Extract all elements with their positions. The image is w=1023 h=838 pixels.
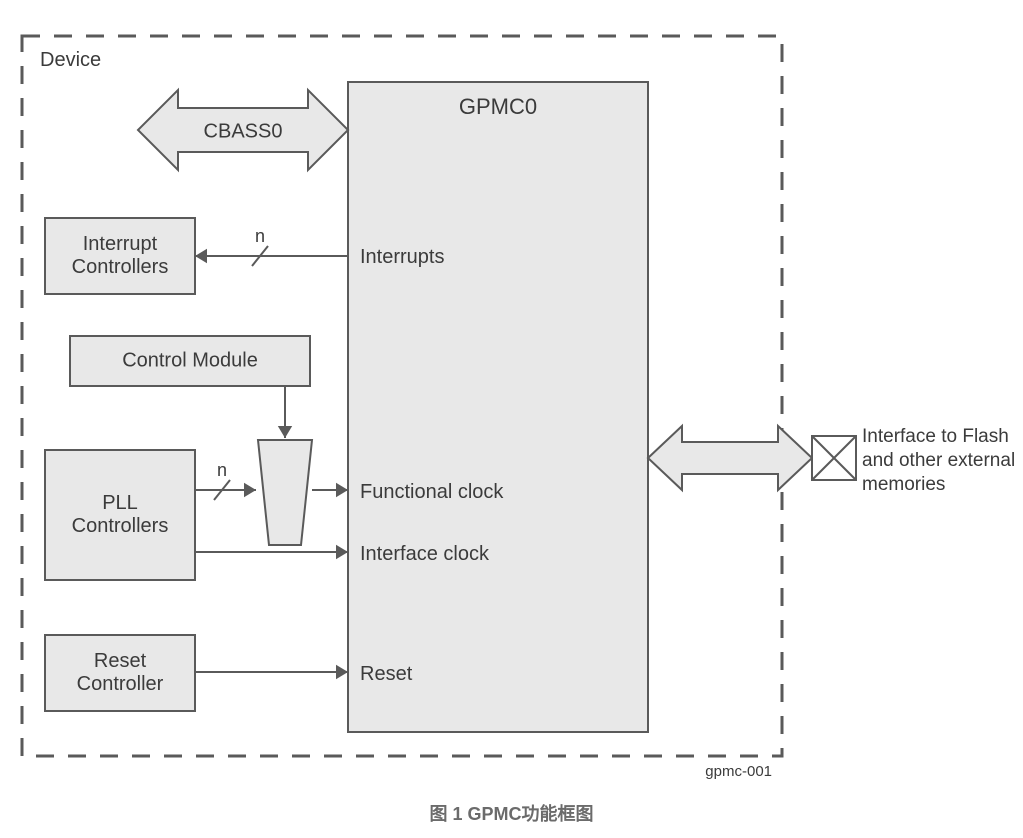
svg-text:and other external: and other external [862, 450, 1015, 471]
svg-text:CBASS0: CBASS0 [204, 121, 283, 143]
figure-caption: 图 1 GPMC功能框图 [0, 800, 1023, 826]
svg-text:Device: Device [40, 49, 101, 71]
svg-text:Interface to Flash: Interface to Flash [862, 426, 1009, 447]
svg-text:memories: memories [862, 474, 945, 495]
svg-text:n: n [255, 226, 265, 246]
svg-text:Functional clock: Functional clock [360, 481, 504, 503]
svg-text:GPMC0: GPMC0 [459, 94, 537, 119]
svg-text:Control Module: Control Module [122, 350, 258, 372]
block-diagram-svg: DeviceGPMC0InterruptControllersControl M… [0, 0, 1023, 838]
svg-text:Controllers: Controllers [72, 256, 169, 278]
svg-text:Controllers: Controllers [72, 515, 169, 537]
svg-text:PLL: PLL [102, 492, 138, 514]
svg-text:Reset: Reset [360, 663, 413, 685]
svg-text:n: n [217, 460, 227, 480]
svg-text:Interrupt: Interrupt [83, 233, 158, 255]
svg-text:Interface clock: Interface clock [360, 543, 490, 565]
svg-text:Interrupts: Interrupts [360, 246, 444, 268]
svg-text:gpmc-001: gpmc-001 [705, 763, 772, 780]
svg-text:Controller: Controller [77, 673, 164, 695]
diagram-container: DeviceGPMC0InterruptControllersControl M… [0, 0, 1023, 838]
svg-text:Reset: Reset [94, 650, 147, 672]
